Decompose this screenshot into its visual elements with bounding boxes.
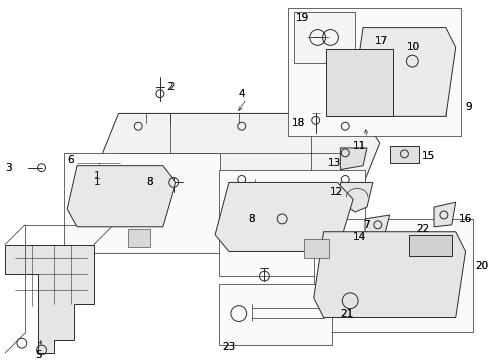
- Text: 9: 9: [465, 102, 471, 112]
- Text: 3: 3: [5, 163, 12, 173]
- Text: 16: 16: [458, 214, 471, 224]
- Text: 5: 5: [36, 350, 42, 360]
- Polygon shape: [340, 148, 366, 170]
- Bar: [303, 239, 328, 258]
- Text: 3: 3: [5, 163, 12, 173]
- Bar: [219, 284, 332, 345]
- Polygon shape: [389, 146, 418, 163]
- Polygon shape: [364, 215, 389, 235]
- Text: 8: 8: [146, 177, 152, 188]
- Polygon shape: [5, 244, 94, 353]
- Text: 14: 14: [352, 232, 366, 242]
- Text: 8: 8: [248, 214, 255, 224]
- Text: 22: 22: [415, 224, 428, 234]
- Text: 15: 15: [421, 151, 434, 161]
- Polygon shape: [99, 113, 379, 192]
- Polygon shape: [313, 232, 465, 318]
- Text: 16: 16: [458, 214, 471, 224]
- Bar: [64, 153, 220, 253]
- Text: 19: 19: [295, 13, 308, 23]
- Text: 22: 22: [415, 224, 428, 234]
- Text: 21: 21: [340, 309, 353, 319]
- Text: 4: 4: [238, 89, 245, 99]
- Text: 20: 20: [474, 261, 488, 271]
- Text: 17: 17: [374, 36, 387, 46]
- Text: 7: 7: [362, 220, 369, 230]
- Text: 4: 4: [238, 89, 245, 99]
- Text: 11: 11: [352, 141, 366, 151]
- Text: 2: 2: [167, 82, 174, 92]
- Polygon shape: [340, 183, 372, 212]
- Text: 8: 8: [248, 214, 255, 224]
- Text: 1: 1: [94, 171, 100, 180]
- Text: 13: 13: [327, 158, 340, 168]
- Text: 6: 6: [67, 155, 74, 165]
- Text: 17: 17: [374, 36, 387, 46]
- Text: 6: 6: [67, 155, 74, 165]
- Bar: [287, 8, 460, 136]
- Text: 14: 14: [352, 232, 366, 242]
- Text: 8: 8: [146, 177, 152, 188]
- Text: 12: 12: [329, 187, 342, 197]
- Text: 2: 2: [165, 82, 172, 92]
- Text: 11: 11: [352, 141, 366, 151]
- Text: 19: 19: [295, 13, 308, 23]
- Text: 10: 10: [406, 42, 419, 52]
- Bar: [313, 219, 472, 332]
- Polygon shape: [67, 166, 175, 227]
- Text: 20: 20: [474, 261, 488, 271]
- Text: 10: 10: [406, 42, 419, 52]
- Text: 13: 13: [327, 158, 340, 168]
- Text: 18: 18: [291, 118, 305, 128]
- Bar: [128, 229, 150, 247]
- Text: 21: 21: [340, 309, 353, 319]
- Polygon shape: [408, 235, 451, 256]
- Text: 5: 5: [36, 350, 42, 360]
- Bar: [293, 12, 354, 63]
- Polygon shape: [433, 202, 455, 227]
- Text: 18: 18: [291, 118, 305, 128]
- Text: 15: 15: [421, 151, 434, 161]
- Bar: [219, 170, 364, 276]
- Text: 9: 9: [465, 102, 471, 112]
- Polygon shape: [352, 28, 455, 116]
- Text: 23: 23: [222, 342, 235, 352]
- Text: 12: 12: [329, 187, 342, 197]
- Text: 1: 1: [94, 177, 100, 188]
- Text: 7: 7: [362, 220, 369, 230]
- Polygon shape: [325, 49, 392, 116]
- Polygon shape: [215, 183, 352, 251]
- Text: 23: 23: [222, 342, 235, 352]
